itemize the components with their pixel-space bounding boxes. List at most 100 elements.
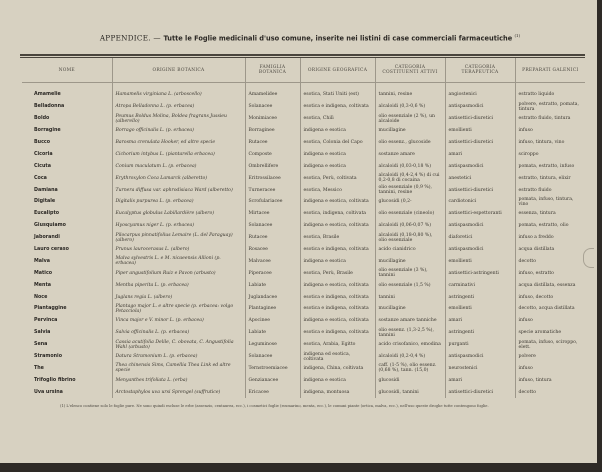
cell-therapeutic-category: antisettici-diuretici [444, 184, 515, 197]
table-row: The Thea chinensis Sims, Camellia Thea Li… [22, 362, 585, 375]
cell-botanical-family: Eritrossilacee [244, 172, 300, 185]
table-row: Giusquiamo Hyoscyamus niger L. (p. erbace… [22, 219, 585, 232]
cell-botanical-family: Rosacee [244, 243, 300, 256]
cell-botanical-family: Ternstroemiacee [244, 362, 300, 375]
cell-active-constituents: olio essenziale (cineolo) [374, 207, 445, 220]
cell-botanical-origin: Turnera diffusa var. aphrodisiaca Ward (… [111, 184, 245, 197]
cell-galenic-preparations: infuso, tintura [514, 374, 585, 387]
cell-galenic-preparations: polvere, estratto, pomata, tintura [514, 100, 585, 113]
cell-therapeutic-category: purganti [444, 338, 515, 351]
cell-galenic-preparations: estratto fluido [514, 184, 585, 197]
table-row: Malva Malva sylvestris L. e M. nicaeensis… [22, 255, 585, 268]
table-row: Uva ursina Arctostaphylos uva ursi Spreng… [22, 386, 585, 399]
document-page: APPENDICE. — Tutte le Foglie medicinali … [0, 0, 597, 463]
cell-active-constituents: mucillagine [374, 255, 445, 268]
cell-botanical-origin: Arctostaphylos uva ursi Sprengel (suffru… [111, 386, 245, 399]
title-lead: APPENDICE. — [99, 33, 164, 43]
cell-active-constituents: alcaloidi (0,3-0,6 %) [374, 100, 445, 113]
cell-galenic-preparations: acqua distillata, essenza [514, 279, 585, 292]
cell-botanical-origin: Menyanthes trifoliata L. (erba) [111, 374, 245, 387]
leaves-table: Nome Origine botanica Famiglia botanica Ori… [22, 58, 585, 399]
footnote-mark: (1) [514, 33, 521, 38]
cell-botanical-family: Solanacee [244, 350, 300, 363]
cell-botanical-origin: Borrago officinalis L. (p. erbacea) [111, 124, 245, 137]
column-header-therapeutic-category: Categoria terapeutica [444, 58, 515, 83]
cell-galenic-preparations: essenza, tintura [514, 207, 585, 220]
cell-botanical-origin: Barosma crenulata Hooker, ed altre speci… [111, 136, 245, 149]
cell-name: Eucalipto [34, 211, 60, 217]
cell-active-constituents: tannini [374, 291, 445, 304]
cell-therapeutic-category: antisettici-astringenti [444, 267, 515, 280]
cell-geographic-origin: indigena e esotica [299, 374, 375, 387]
cell-botanical-family: Borraginee [244, 124, 300, 137]
cell-name: Sena [34, 342, 48, 348]
table-row: Sena Cassia acutifolia Delile, C. obovata… [22, 338, 585, 351]
cell-botanical-family: Rutacee [244, 136, 300, 149]
cell-active-constituents: mucillagine [374, 303, 445, 315]
table-header: Nome Origine botanica Famiglia botanica Ori… [22, 58, 585, 83]
cell-therapeutic-category: carminativi [444, 279, 515, 292]
cell-galenic-preparations: pomata, infuso, sciroppo, elett. [514, 338, 585, 351]
cell-geographic-origin: indigena e esotica, coltivata [299, 219, 375, 232]
cell-therapeutic-category: diaforetici [444, 231, 515, 244]
top-rule-thin [20, 57, 585, 58]
cell-name: Malva [34, 258, 51, 264]
cell-active-constituents: sostanze amare tanniche [374, 314, 445, 327]
cell-geographic-origin: esotica, Arabia, Egitto [299, 338, 375, 351]
table-row: Borragine Borrago officinalis L. (p. erba… [22, 124, 585, 137]
cell-geographic-origin: indigena e esotica, coltivata [299, 314, 375, 327]
cell-therapeutic-category: antisettici-diuretici [444, 136, 515, 149]
cell-geographic-origin: indigena e esotica [299, 160, 375, 173]
cell-name: Noce [34, 294, 48, 300]
title-text: Tutte le Foglie medicinali d'uso comune,… [163, 34, 513, 43]
cell-botanical-family: Solanacee [244, 219, 300, 232]
cell-botanical-origin: Hamamelis virginiana L. (arboscello) [111, 82, 245, 101]
table-row: Menta Mentha piperita L. (p. erbacea) Labi… [22, 279, 585, 292]
cell-active-constituents: acido crisofanico, emodina [374, 338, 445, 351]
table-row: Salvia Salvia officinalis L. (p. erbacea)… [22, 326, 585, 339]
cell-geographic-origin: esotica, Stati Uniti (est) [299, 82, 375, 101]
cell-botanical-origin: Thea chinensis Sims, Camellia Thea Link … [111, 362, 245, 375]
cell-name: Lauro ceraso [34, 247, 69, 253]
cell-active-constituents: olio essenziale (2 %), un alcaloide [374, 112, 445, 125]
cell-therapeutic-category: angiostenici [444, 82, 515, 101]
cell-active-constituents: tannini, resine [374, 82, 445, 101]
cell-botanical-family: Piperacee [244, 267, 300, 280]
cell-therapeutic-category: astringenti [444, 326, 515, 339]
table-row: Cicuta Conium maculatum L. (p. erbacea) Om… [22, 160, 585, 173]
cell-name: Belladonna [34, 104, 65, 110]
cell-therapeutic-category: emollienti [444, 124, 515, 137]
cell-geographic-origin: esotica e indigena, coltivata [299, 291, 375, 304]
cell-botanical-family: Amamelidee [244, 82, 300, 101]
column-header-botanical-origin: Origine botanica [111, 58, 245, 83]
table-row: Amamelie Hamamelis virginiana L. (arbosce… [22, 82, 585, 101]
table-row: Belladonna Atropa Belladonna L. (p. erbac… [22, 100, 585, 113]
column-header-botanical-family: Famiglia botanica [244, 58, 300, 83]
cell-active-constituents: olio essenziale (3 %), tannini [374, 267, 445, 280]
table-row: Noce Juglans regia L. (albero) Juglandacee… [22, 291, 585, 304]
table-row: Pervinca Vinca major e V. minor L. (p. er… [22, 314, 585, 327]
cell-galenic-preparations: decotto, acqua distillata [514, 303, 585, 315]
cell-therapeutic-category: antispasmodici [444, 100, 515, 113]
cell-botanical-origin: Digitalis purpurea L. (p. erbacea) [111, 196, 245, 208]
cell-galenic-preparations: decotto [514, 386, 585, 399]
cell-botanical-family: Labiate [244, 326, 300, 339]
cell-botanical-family: Monimiacee [244, 112, 300, 125]
cell-botanical-family: Mirtacee [244, 207, 300, 220]
cell-botanical-origin: Salvia officinalis L. (p. erbacea) [111, 326, 245, 339]
cell-botanical-family: Labiate [244, 279, 300, 292]
cell-geographic-origin: indigena e esotica [299, 148, 375, 161]
cell-galenic-preparations: polvere [514, 350, 585, 363]
cell-active-constituents: olio essenziale (0,9 %), tannini, resine [374, 184, 445, 197]
cell-botanical-origin: Peumus Boldus Molina, Boldea fragrans Ju… [111, 112, 245, 125]
cell-name: Stramonio [34, 354, 62, 360]
cell-botanical-origin: Cichorium intybus L. (piantarella erbace… [111, 148, 245, 161]
cell-therapeutic-category: antispasmodici [444, 243, 515, 256]
cell-active-constituents: alcaloidi (0,06-0,07 %) [374, 219, 445, 232]
cell-botanical-origin: Hyoscyamus niger L. (p. erbacea) [111, 219, 245, 232]
cell-geographic-origin: esotica, Messico [299, 184, 375, 197]
cell-botanical-family: Juglandacee [244, 291, 300, 304]
cell-therapeutic-category: anestetici [444, 172, 515, 185]
cell-active-constituents: olio essenz. (1,3-2,5 %), tannini [374, 326, 445, 339]
cell-name: Trifoglio fibrino [34, 377, 76, 383]
